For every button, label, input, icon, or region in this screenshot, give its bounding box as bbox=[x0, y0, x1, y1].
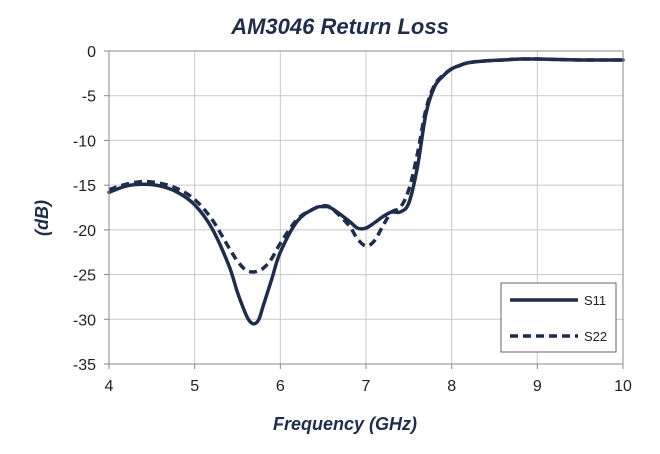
y-tick-label: -30 bbox=[73, 312, 96, 329]
y-tick-label: -15 bbox=[73, 178, 96, 195]
x-axis-label: Frequency (GHz) bbox=[273, 414, 417, 434]
y-tick-label: -5 bbox=[82, 89, 96, 106]
x-tick-label: 8 bbox=[447, 378, 456, 395]
legend-label-s22: S22 bbox=[584, 329, 607, 344]
x-tick-label: 4 bbox=[105, 378, 114, 395]
x-tick-label: 7 bbox=[362, 378, 371, 395]
tick-labels: 4 5 6 7 8 9 10 0 -5 -10 -15 -20 -25 -30 -35 bbox=[73, 44, 632, 395]
plot-frame bbox=[108, 50, 624, 365]
series-lines bbox=[107, 57, 625, 326]
y-tick-label: -20 bbox=[73, 223, 96, 240]
x-tick-label: 9 bbox=[533, 378, 542, 395]
x-tick-label: 10 bbox=[614, 378, 632, 395]
y-axis-label: (dB) bbox=[32, 200, 52, 236]
x-tick-label: 5 bbox=[190, 378, 199, 395]
x-tick-label: 6 bbox=[276, 378, 285, 395]
y-tick-label: -10 bbox=[73, 133, 96, 150]
y-tick-label: -35 bbox=[73, 357, 96, 374]
y-tick-label: -25 bbox=[73, 268, 96, 285]
legend: S11 S22 bbox=[500, 282, 617, 353]
chart-title: AM3046 Return Loss bbox=[230, 14, 449, 39]
legend-label-s11: S11 bbox=[584, 293, 606, 308]
y-tick-label: 0 bbox=[87, 44, 96, 61]
legend-box bbox=[500, 282, 617, 353]
